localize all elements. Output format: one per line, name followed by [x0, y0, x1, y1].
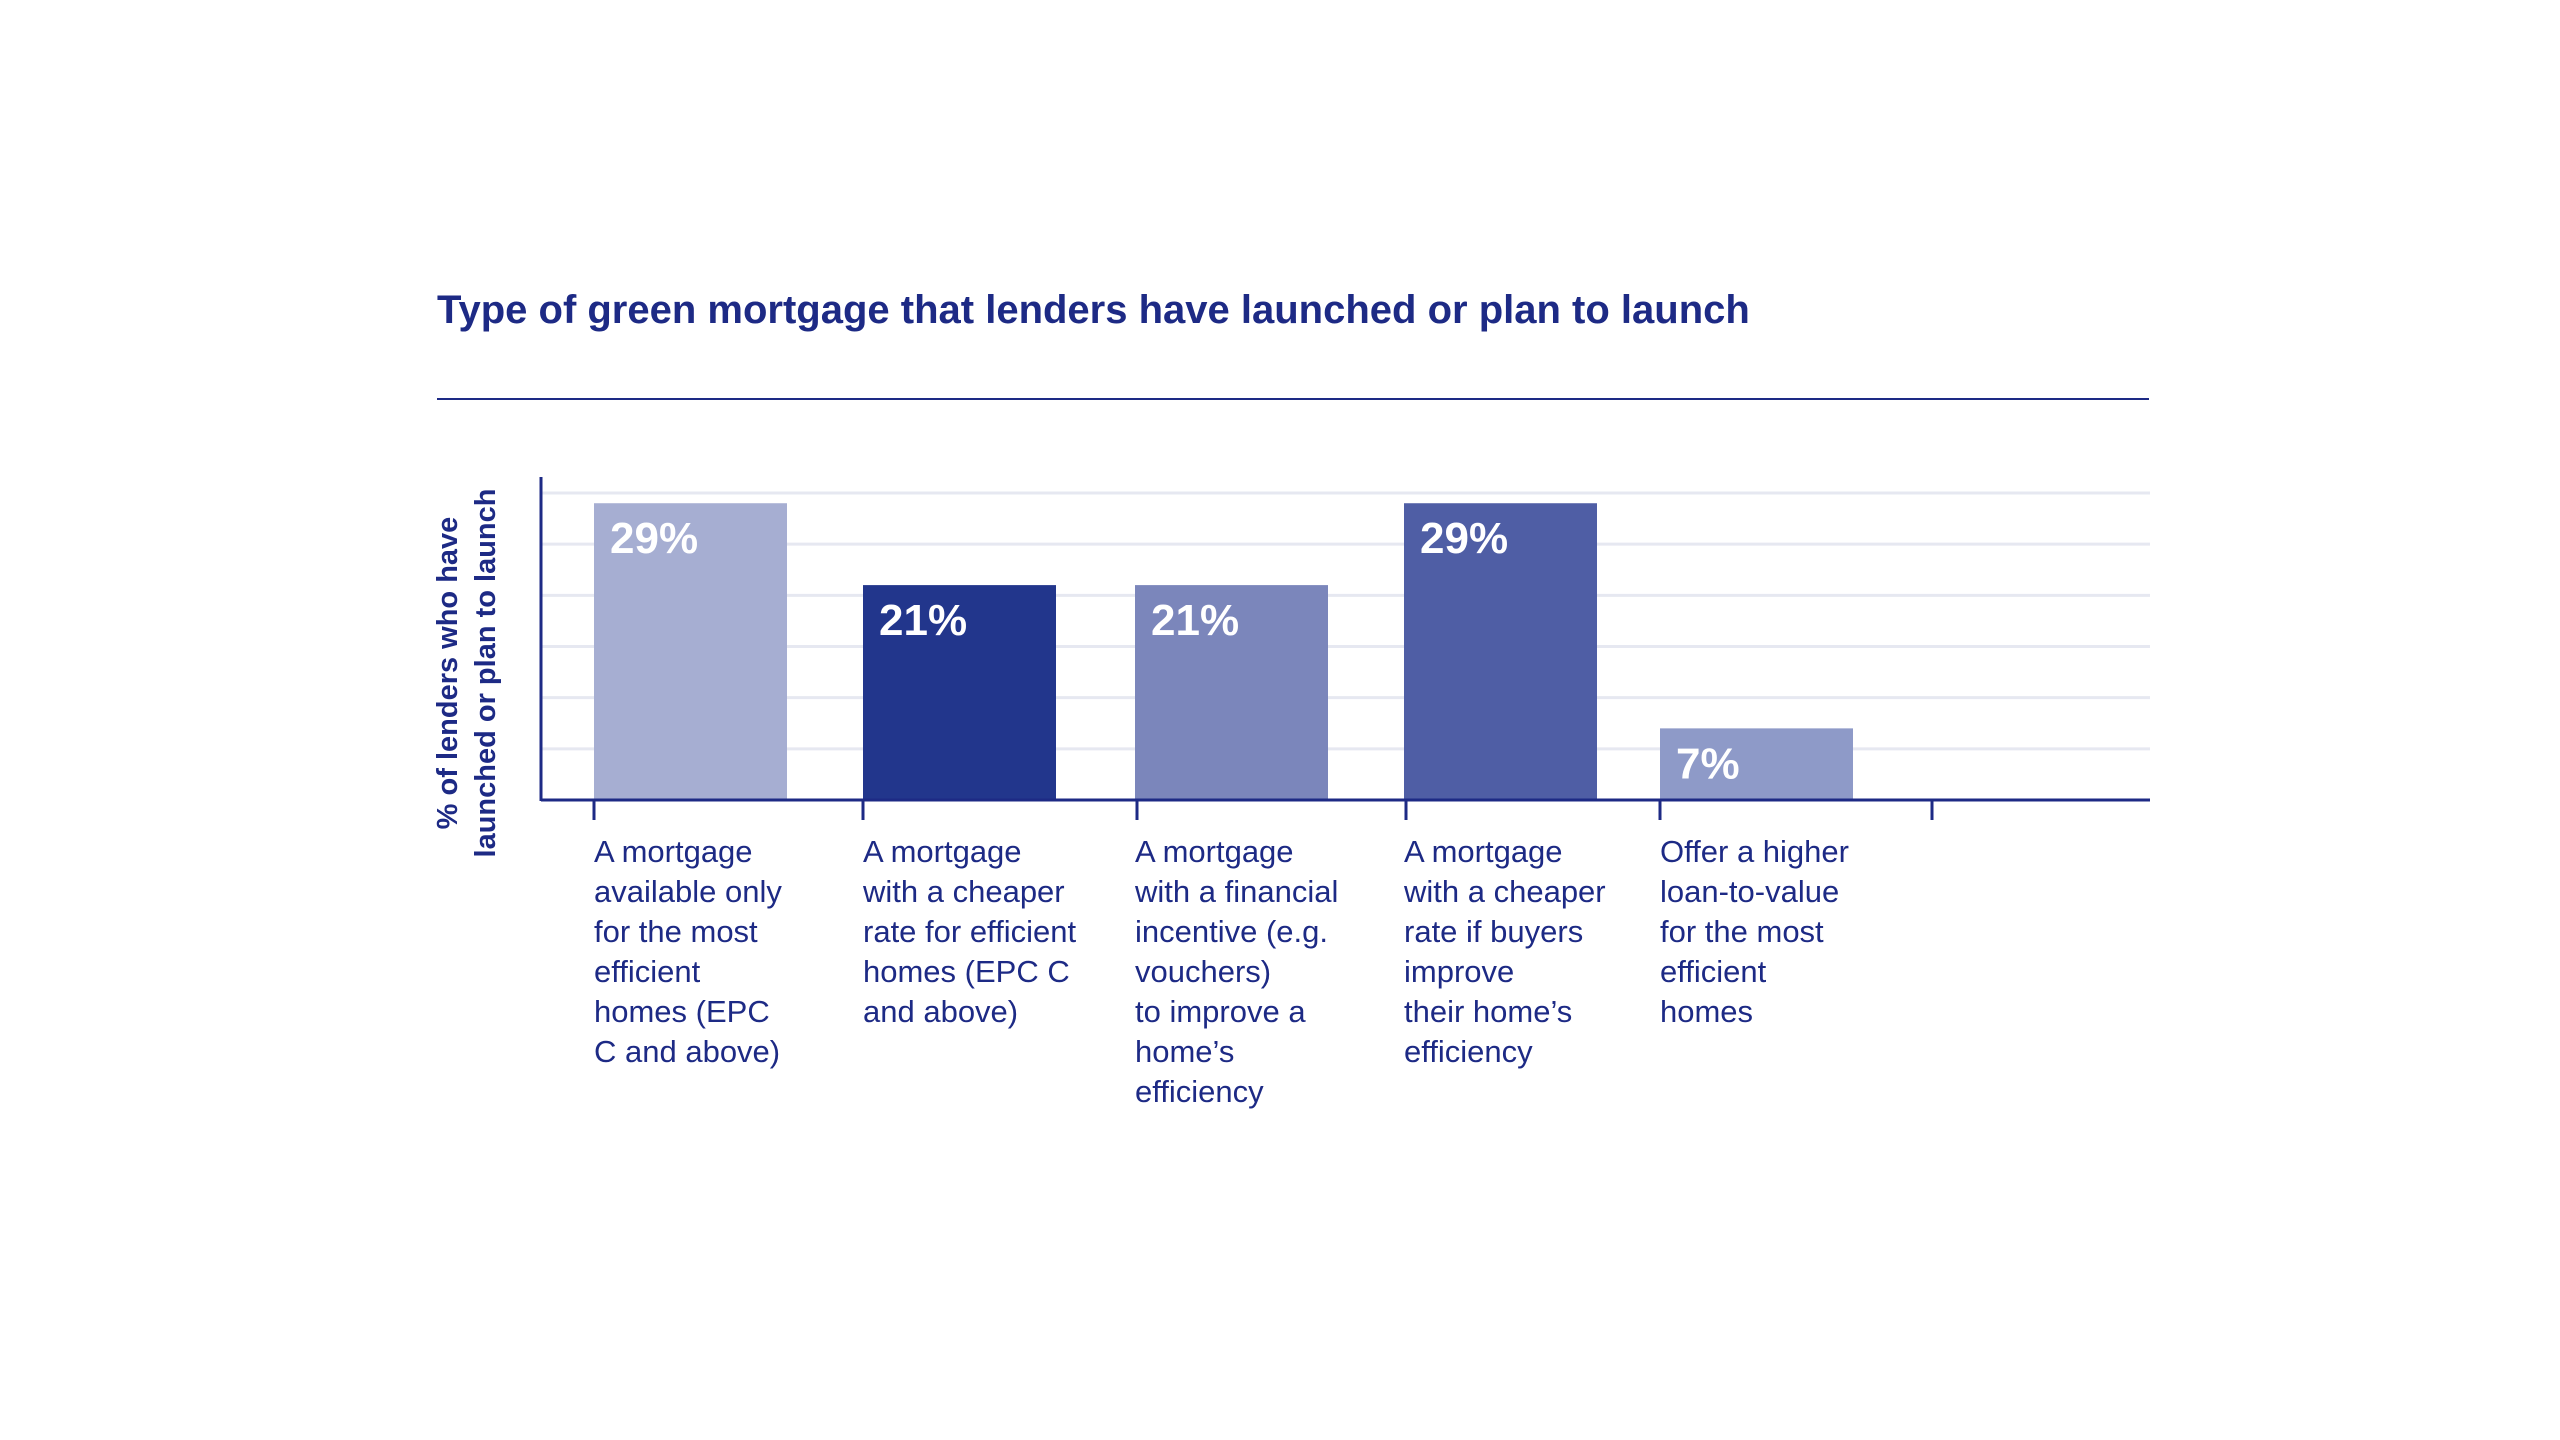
bar	[1404, 503, 1597, 800]
x-tick-label-line: efficiency	[1135, 1074, 1264, 1109]
x-tick-label-line: homes (EPC C	[863, 954, 1070, 989]
x-tick-label-line: A mortgage	[863, 834, 1022, 869]
x-tick-label-line: improve	[1404, 954, 1515, 989]
bar	[863, 585, 1056, 800]
x-tick-label-line: vouchers)	[1135, 954, 1272, 989]
bar	[1660, 728, 1853, 800]
x-tick-label-line: Offer a higher	[1660, 834, 1849, 869]
x-tick-label: A mortgage with a financial incentive (e.g…	[1135, 832, 1395, 1112]
x-tick-label-line: A mortgage	[1404, 834, 1563, 869]
x-tick-label-line: homes	[1660, 994, 1754, 1029]
x-tick-label-line: C and above)	[594, 1034, 781, 1069]
bar	[594, 503, 787, 800]
x-tick-label-line: loan-to-value	[1660, 874, 1840, 909]
x-tick-label-line: for the most	[1660, 914, 1824, 949]
x-tick-label-line: with a cheaper	[863, 874, 1065, 909]
x-tick-label-line: efficiency	[1404, 1034, 1533, 1069]
x-tick-label-line: available only	[594, 874, 782, 909]
chart-title: Type of green mortgage that lenders have…	[437, 288, 1750, 332]
x-tick-label: A mortgage with a cheaper rate if buyers im…	[1404, 832, 1664, 1072]
bar-value-label: 7%	[1676, 739, 1740, 788]
x-tick-label-line: incentive (e.g.	[1135, 914, 1328, 949]
x-tick-label-line: rate if buyers	[1404, 914, 1584, 949]
x-tick-label-line: their home’s	[1404, 994, 1573, 1029]
bar-value-label: 21%	[1151, 596, 1239, 645]
x-tick-label-line: efficient	[594, 954, 701, 989]
x-tick-label-line: and above)	[863, 994, 1019, 1029]
x-tick-label-line: rate for efficient	[863, 914, 1077, 949]
x-tick-label-line: to improve a	[1135, 994, 1306, 1029]
bar	[1135, 585, 1328, 800]
x-tick-label: A mortgage available only for the most effi…	[594, 832, 854, 1072]
bar-value-label: 29%	[1420, 514, 1508, 563]
bar-value-label: 29%	[610, 514, 698, 563]
x-tick-label-line: homes (EPC	[594, 994, 770, 1029]
x-tick-label: A mortgage with a cheaper rate for efficie…	[863, 832, 1123, 1032]
x-tick-label-line: with a cheaper	[1404, 874, 1606, 909]
title-divider	[437, 398, 2149, 400]
x-tick-label-line: A mortgage	[1135, 834, 1294, 869]
x-tick-label: Offer a higher loan-to-value for the most e…	[1660, 832, 1920, 1032]
x-tick-label-line: with a financial	[1135, 874, 1339, 909]
x-tick-label-line: efficient	[1660, 954, 1767, 989]
x-tick-label-line: home’s	[1135, 1034, 1235, 1069]
x-tick-label-line: A mortgage	[594, 834, 753, 869]
bar-value-label: 21%	[879, 596, 967, 645]
x-tick-label-line: for the most	[594, 914, 758, 949]
